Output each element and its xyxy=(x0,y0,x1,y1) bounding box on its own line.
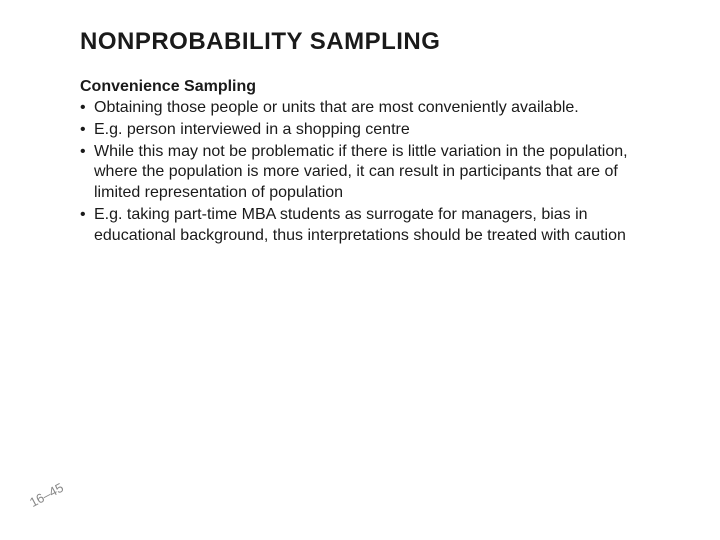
bullet-item: E.g. person interviewed in a shopping ce… xyxy=(80,120,660,141)
slide-container: NONPROBABILITY SAMPLING Convenience Samp… xyxy=(0,0,720,540)
content-subtitle: Convenience Sampling xyxy=(80,78,660,96)
slide-title: NONPROBABILITY SAMPLING xyxy=(80,28,660,56)
bullet-item: While this may not be problematic if the… xyxy=(80,142,660,204)
slide-content: Convenience Sampling Obtaining those peo… xyxy=(80,78,660,247)
page-number: 16–45 xyxy=(27,480,66,510)
bullet-list: Obtaining those people or units that are… xyxy=(80,98,660,247)
bullet-item: E.g. taking part-time MBA students as su… xyxy=(80,205,660,247)
bullet-item: Obtaining those people or units that are… xyxy=(80,98,660,119)
